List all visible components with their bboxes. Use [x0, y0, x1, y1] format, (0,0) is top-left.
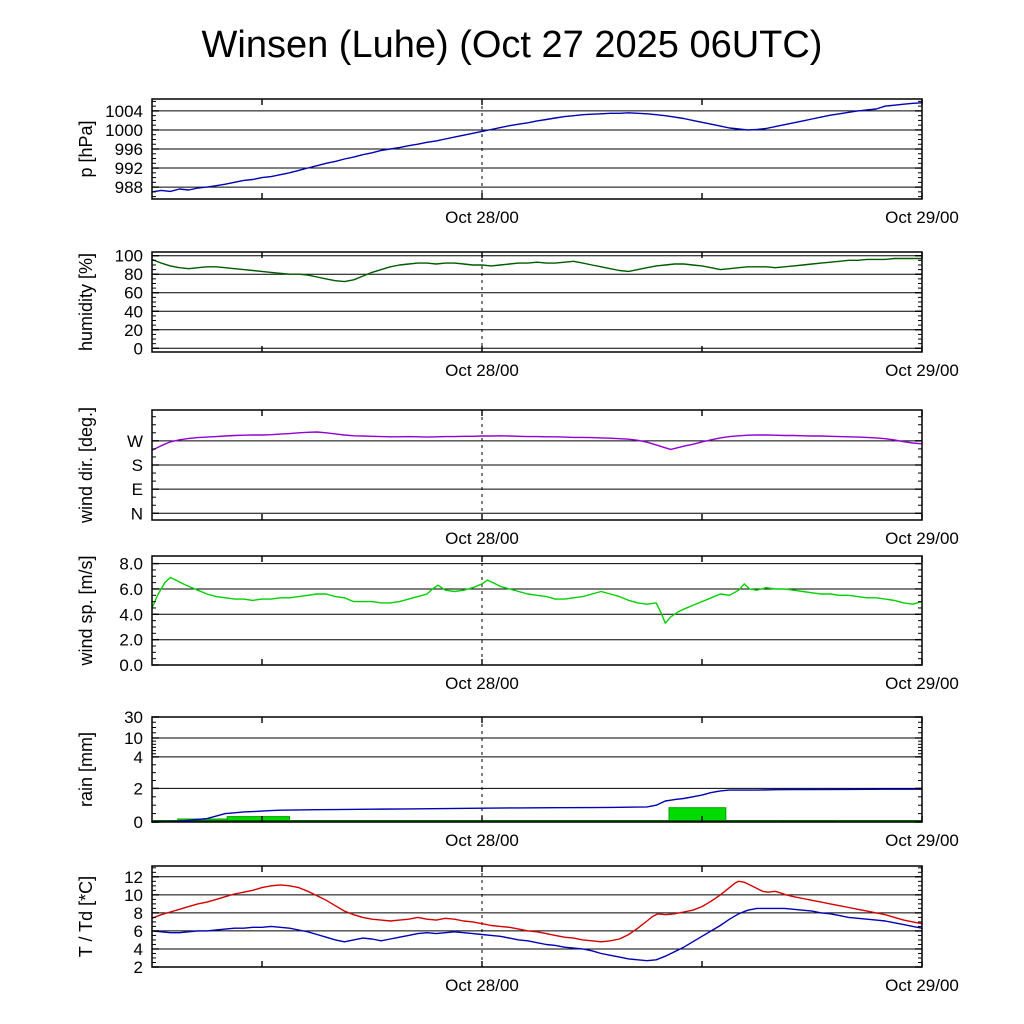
y-tick-label: 4.0 — [119, 605, 143, 624]
x-tick-label: Oct 29/00 — [885, 361, 959, 380]
y-tick-label: 1000 — [105, 121, 143, 140]
panel-wind-speed: 0.0 2.0 4.0 6.0 8.0 Oct 28/00 Oct 29/00 wind sp… — [76, 555, 959, 693]
y-tick-label: 12 — [124, 868, 143, 887]
panel-frame — [151, 251, 923, 353]
y-tick-label: 4 — [134, 748, 143, 767]
y-tick-label: 0 — [134, 813, 143, 832]
series-wind-direction — [151, 431, 923, 451]
y-tick-label: 60 — [124, 284, 143, 303]
rain-bar — [668, 807, 727, 823]
y-axis-label: wind sp. [m/s] — [76, 555, 96, 666]
y-axis-label: p [hPa] — [76, 120, 96, 177]
y-tick-label: 1004 — [105, 102, 143, 121]
y-tick-label: 20 — [124, 321, 143, 340]
series-wind-speed — [151, 576, 923, 624]
y-axis-label: humidity [%] — [76, 253, 96, 351]
y-tick-label: 992 — [115, 159, 143, 178]
y-tick-label: 0.0 — [119, 656, 143, 675]
series-rain-accumulated — [151, 788, 923, 823]
y-tick-label: 8 — [134, 904, 143, 923]
y-tick-label: 40 — [124, 302, 143, 321]
y-tick-label: 80 — [124, 265, 143, 284]
y-tick-label: 10 — [124, 886, 143, 905]
y-axis-label: wind dir. [deg.] — [76, 407, 96, 524]
x-tick-label: Oct 29/00 — [885, 208, 959, 227]
panel-frame — [151, 555, 923, 666]
y-tick-label: N — [131, 504, 143, 523]
y-axis-label: T / Td [*C] — [76, 876, 96, 957]
x-tick-label: Oct 29/00 — [885, 831, 959, 850]
x-tick-label: Oct 29/00 — [885, 529, 959, 548]
y-tick-label: 8.0 — [119, 555, 143, 574]
x-tick-label: Oct 28/00 — [445, 831, 519, 850]
panel-rain: 0 2 410 30 Oct 28/00 Oct 29/00 rain [mm] — [76, 708, 959, 850]
panel-frame — [151, 865, 923, 968]
y-tick-label: 996 — [115, 140, 143, 159]
x-tick-label: Oct 28/00 — [445, 208, 519, 227]
series-temperature — [151, 880, 923, 943]
y-tick-label: 6 — [134, 922, 143, 941]
y-tick-label: 0 — [134, 339, 143, 358]
y-tick-label: S — [132, 456, 143, 475]
x-tick-label: Oct 29/00 — [885, 674, 959, 693]
y-tick-label: W — [127, 432, 143, 451]
x-tick-label: Oct 29/00 — [885, 976, 959, 995]
x-tick-label: Oct 28/00 — [445, 361, 519, 380]
series-humidity — [151, 257, 923, 283]
y-tick-label: 2 — [134, 958, 143, 977]
x-tick-label: Oct 28/00 — [445, 529, 519, 548]
y-tick-label: 988 — [115, 178, 143, 197]
y-tick-label: 30 — [124, 708, 143, 727]
y-tick-label: 4 — [134, 940, 143, 959]
chart-title: Winsen (Luhe) (Oct 27 2025 06UTC) — [201, 24, 823, 66]
y-tick-label: E — [132, 480, 143, 499]
y-tick-label: 10 — [124, 729, 143, 748]
series-dewpoint — [151, 907, 923, 962]
y-tick-label: 2 — [134, 779, 143, 798]
x-tick-label: Oct 28/00 — [445, 674, 519, 693]
y-tick-label: 100 — [115, 247, 143, 266]
y-tick-label: 6.0 — [119, 580, 143, 599]
x-tick-label: Oct 28/00 — [445, 976, 519, 995]
series-pressure — [151, 102, 923, 193]
y-tick-label: 2.0 — [119, 631, 143, 650]
y-axis-label: rain [mm] — [76, 732, 96, 807]
panel-frame — [151, 716, 923, 823]
